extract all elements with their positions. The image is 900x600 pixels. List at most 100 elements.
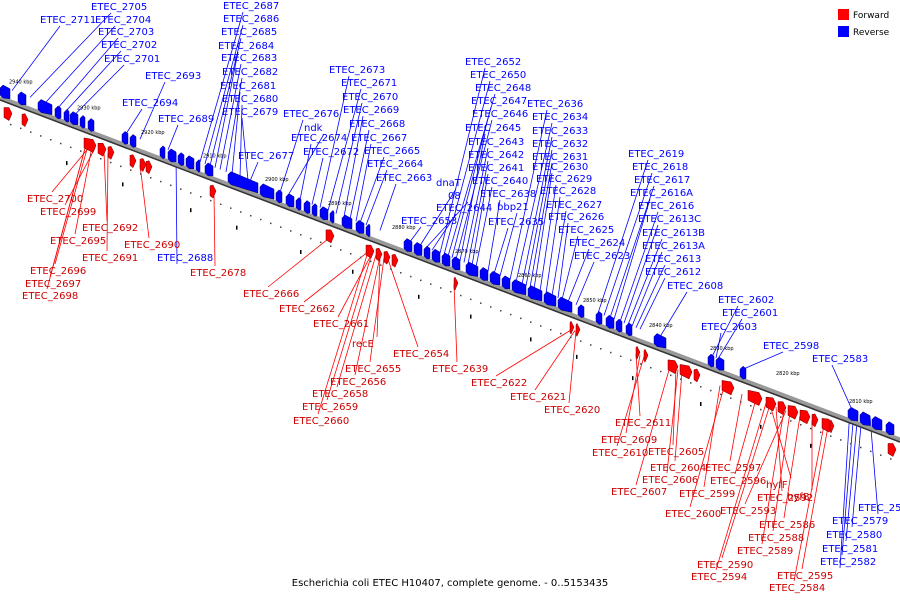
scale-dot — [310, 237, 312, 240]
leader-line — [219, 63, 242, 170]
scale-dot — [110, 161, 112, 164]
forward-gene — [145, 160, 153, 175]
forward-gene — [721, 380, 735, 396]
leader-line — [74, 146, 93, 235]
scale-dot — [570, 336, 572, 339]
scale-dot — [100, 158, 102, 160]
leader-line — [575, 261, 595, 306]
forward-gene — [887, 443, 897, 457]
reverse-gene — [431, 248, 441, 263]
gene-label-reverse: ETEC_2703 — [98, 27, 154, 38]
gene-label-reverse: ETEC_2646 — [472, 109, 528, 120]
scale-dot — [820, 431, 822, 434]
scale-dot — [270, 222, 272, 225]
leader-line — [539, 184, 557, 292]
legend: Forward Reverse — [838, 9, 890, 38]
scale-dot — [350, 253, 352, 255]
gene-label-reverse: ETEC_2693 — [145, 71, 201, 82]
reverse-gene — [185, 155, 195, 169]
scale-dot — [580, 340, 582, 342]
leader-line — [355, 143, 372, 222]
leader-line — [703, 385, 721, 488]
gene-label-forward: ETEC_2639 — [432, 364, 488, 375]
scale-dot — [470, 298, 472, 301]
leader-line — [769, 404, 792, 479]
minor-feature — [810, 443, 812, 448]
gene-label-reverse: ETEC_2711 — [40, 15, 96, 26]
scale-dot — [720, 393, 722, 396]
leader-line — [869, 416, 879, 515]
gene-label-reverse: ETEC_2673 — [329, 65, 385, 76]
scale-dot — [410, 275, 412, 278]
leader-line — [213, 193, 216, 267]
minor-feature — [418, 294, 420, 299]
tick-label: 2900 kbp — [265, 177, 289, 183]
leader-line — [597, 159, 649, 314]
leader-line — [775, 406, 783, 492]
forward-gene — [97, 142, 107, 157]
scale-dot — [190, 192, 192, 194]
gene-label-reverse: ETEC_2626 — [548, 212, 604, 223]
gene-label-reverse: ndk — [304, 123, 323, 134]
scale-dot — [140, 173, 142, 175]
scale-dot — [290, 230, 292, 232]
reverse-gene — [259, 183, 275, 200]
scale-dot — [440, 287, 442, 289]
gene-label-reverse: ETEC_2701 — [104, 54, 160, 65]
map-caption: Escherichia coli ETEC H10407, complete g… — [292, 578, 608, 589]
leader-line — [231, 91, 241, 175]
scale-dot — [30, 131, 32, 133]
forward-gene — [325, 229, 335, 244]
minor-feature — [632, 376, 634, 381]
scale-dot — [70, 146, 72, 149]
leader-line — [623, 224, 659, 324]
scale-dot — [810, 427, 812, 430]
gene-label-forward: ETEC_2594 — [691, 572, 747, 583]
gene-label-reverse: ETEC_2685 — [221, 27, 277, 38]
leader-line — [616, 356, 645, 447]
leader-line — [568, 330, 577, 404]
reverse-gene — [204, 162, 214, 177]
gene-label-forward: ETEC_2589 — [737, 546, 793, 557]
leader-line — [409, 226, 422, 243]
leader-line — [551, 210, 567, 296]
gene-label-reverse: ETEC_2623 — [574, 251, 630, 262]
leader-line — [515, 122, 553, 283]
tick-label: 2870 kbp — [455, 249, 479, 255]
gene-label-forward: ETEC_2658 — [312, 389, 368, 400]
leader-line — [453, 284, 458, 363]
gene-label-reverse: ETEC_2652 — [465, 57, 521, 68]
tick-label: 2880 kbp — [392, 225, 416, 231]
leader-line — [365, 169, 388, 226]
leader-line — [311, 157, 324, 205]
forward-gene — [799, 409, 811, 425]
scale-dot — [200, 196, 202, 198]
scale-dot — [80, 150, 82, 152]
gene-label-forward: ETEC_2659 — [302, 402, 358, 413]
gene-label-reverse: ETEC_2598 — [763, 341, 819, 352]
reverse-gene — [329, 210, 335, 224]
leader-line — [459, 133, 486, 261]
leader-line — [744, 410, 787, 505]
leader-line — [711, 305, 739, 357]
gene-label-reverse: ETEC_2682 — [222, 67, 278, 78]
reverse-gene — [295, 197, 302, 211]
scale-dot — [680, 378, 682, 380]
reverse-gene — [441, 252, 451, 267]
leader-line — [525, 149, 553, 286]
reverse-gene — [129, 134, 137, 148]
gene-label-forward: ETEC_2700 — [27, 194, 83, 205]
scale-dot — [520, 317, 522, 320]
forward-gene — [635, 345, 641, 360]
gene-label-reverse: ETEC_2679 — [222, 107, 278, 118]
leader-line — [349, 129, 370, 220]
scale-dot — [850, 443, 852, 445]
leader-line — [729, 393, 743, 462]
reverse-gene — [859, 411, 871, 426]
scale-dot — [90, 154, 92, 156]
gene-label-forward: ETEC_2592 — [757, 493, 813, 504]
gene-label-forward: ETEC_2696 — [30, 266, 86, 277]
gene-label-forward: ETEC_2621 — [510, 392, 566, 403]
gene-label-reverse: ETEC_2642 — [468, 150, 524, 161]
leader-line — [46, 144, 87, 290]
